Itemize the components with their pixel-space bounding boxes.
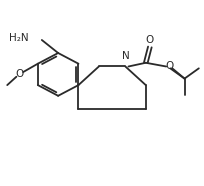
Text: O: O [166, 62, 174, 71]
Text: H₂N: H₂N [9, 33, 29, 43]
Text: O: O [146, 36, 154, 45]
Text: N: N [122, 51, 129, 61]
Text: O: O [15, 69, 24, 79]
